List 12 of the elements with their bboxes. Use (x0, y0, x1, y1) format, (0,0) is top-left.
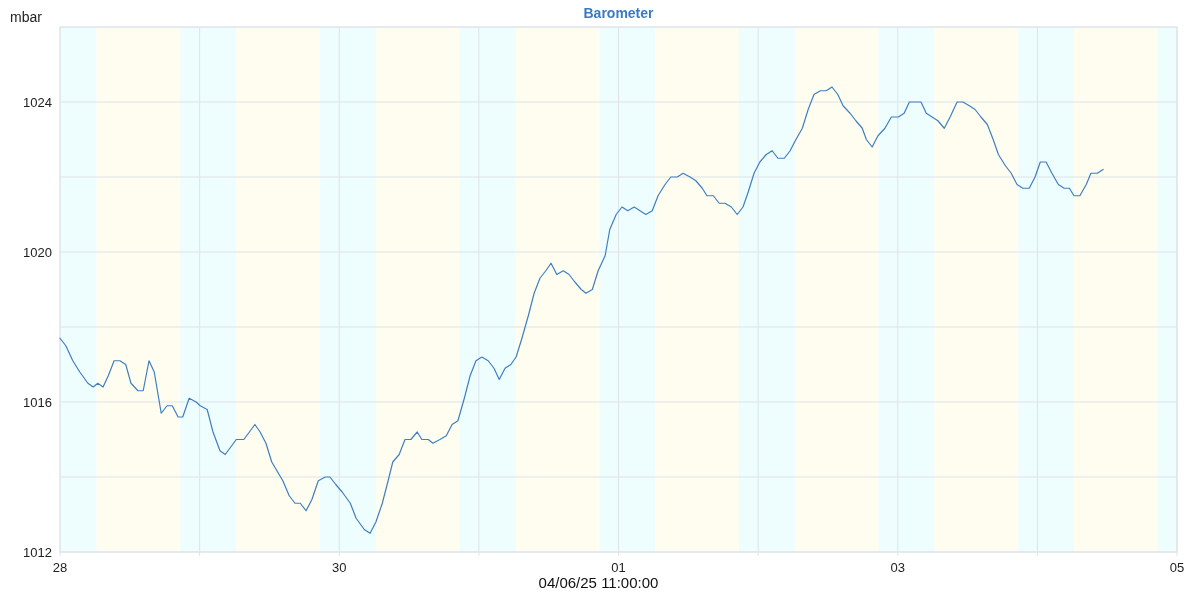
y-tick-label: 1012 (23, 544, 52, 560)
y-tick-label: 1024 (23, 94, 52, 110)
y-axis-title: mbar (10, 9, 43, 25)
x-tick-label: 05 (1169, 560, 1185, 575)
x-tick-label: 01 (611, 560, 626, 575)
y-tick-label: 1020 (23, 244, 52, 260)
y-tick-label: 1016 (23, 394, 52, 410)
x-axis-title: 04/06/25 11:00:00 (538, 574, 659, 591)
x-tick-label: 28 (52, 560, 68, 575)
chart-title: Barometer (583, 5, 655, 21)
x-tick-label: 03 (890, 560, 905, 575)
x-tick-label: 30 (332, 560, 347, 575)
